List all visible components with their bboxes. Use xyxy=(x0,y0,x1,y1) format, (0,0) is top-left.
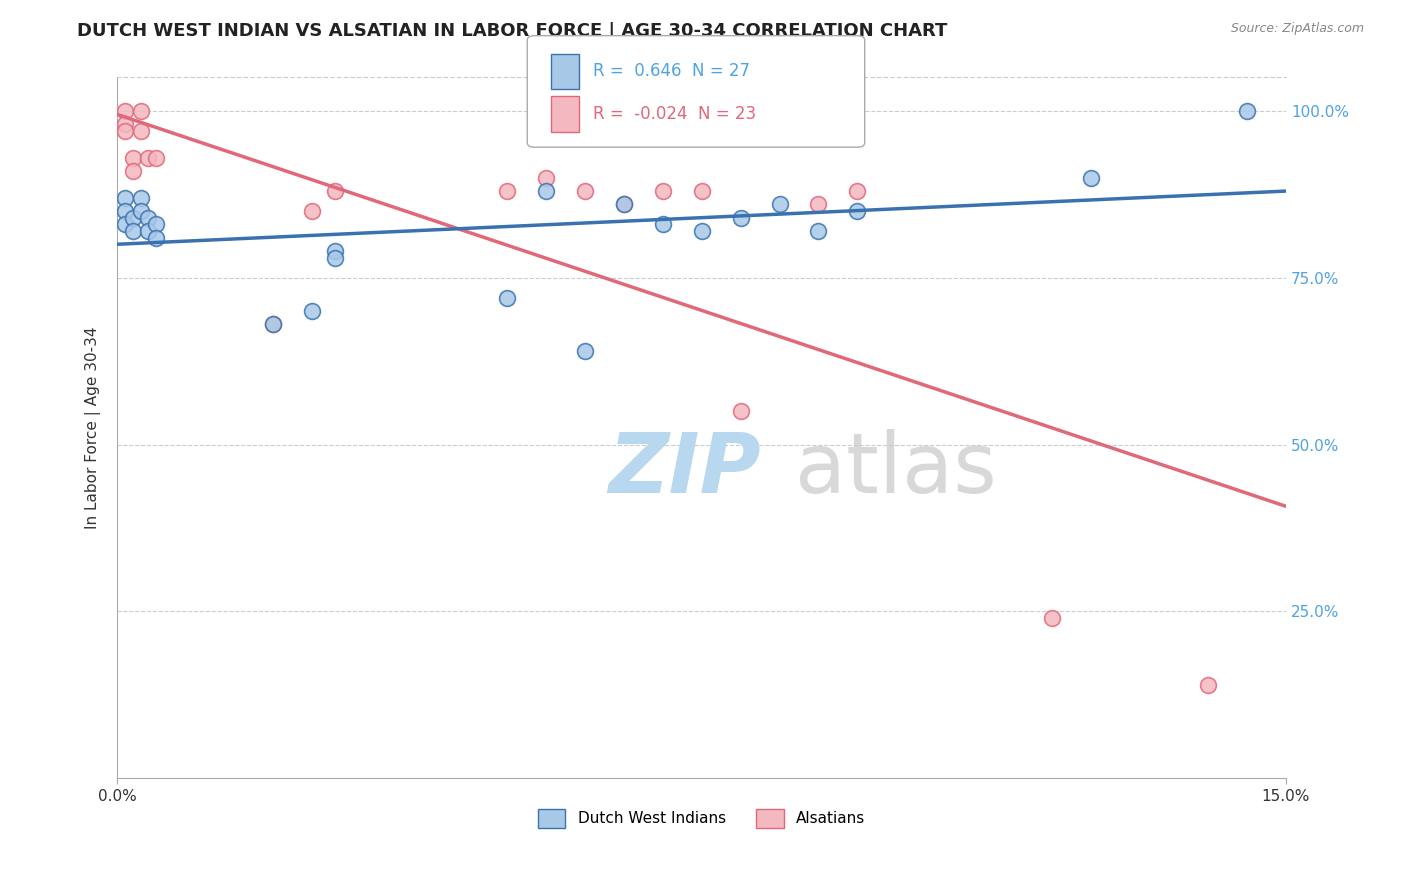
Point xyxy=(145,151,167,165)
Point xyxy=(114,190,136,204)
Point xyxy=(138,211,160,225)
Point xyxy=(651,184,673,198)
Point xyxy=(807,224,830,238)
Text: DUTCH WEST INDIAN VS ALSATIAN IN LABOR FORCE | AGE 30-34 CORRELATION CHART: DUTCH WEST INDIAN VS ALSATIAN IN LABOR F… xyxy=(77,22,948,40)
Point xyxy=(114,203,136,218)
Point xyxy=(1080,170,1102,185)
Point xyxy=(768,197,790,211)
Point xyxy=(301,304,323,318)
Point xyxy=(846,184,869,198)
Point xyxy=(495,184,517,198)
Point xyxy=(121,224,143,238)
Point xyxy=(1040,611,1063,625)
Point xyxy=(114,103,136,118)
Text: atlas: atlas xyxy=(796,429,997,510)
Point xyxy=(138,224,160,238)
Point xyxy=(534,184,557,198)
Point xyxy=(325,184,347,198)
Point xyxy=(574,344,596,359)
Point xyxy=(495,291,517,305)
Text: R =  0.646  N = 27: R = 0.646 N = 27 xyxy=(593,62,751,80)
Point xyxy=(613,197,636,211)
Point xyxy=(534,170,557,185)
Point xyxy=(129,103,152,118)
Point xyxy=(325,244,347,258)
Point xyxy=(690,184,713,198)
Point xyxy=(613,197,636,211)
Point xyxy=(807,197,830,211)
Point xyxy=(114,117,136,131)
Legend: Dutch West Indians, Alsatians: Dutch West Indians, Alsatians xyxy=(531,803,872,834)
Point xyxy=(129,203,152,218)
Point xyxy=(129,124,152,138)
Point xyxy=(114,217,136,231)
Point xyxy=(145,217,167,231)
Point xyxy=(262,318,284,332)
Point xyxy=(121,211,143,225)
Point xyxy=(262,318,284,332)
Point xyxy=(301,203,323,218)
Y-axis label: In Labor Force | Age 30-34: In Labor Force | Age 30-34 xyxy=(86,326,101,529)
Point xyxy=(574,184,596,198)
Text: Source: ZipAtlas.com: Source: ZipAtlas.com xyxy=(1230,22,1364,36)
Point xyxy=(129,190,152,204)
Point xyxy=(730,404,752,418)
Point xyxy=(1236,103,1258,118)
Text: ZIP: ZIP xyxy=(609,429,761,510)
Text: R =  -0.024  N = 23: R = -0.024 N = 23 xyxy=(593,105,756,123)
Point xyxy=(138,151,160,165)
Point xyxy=(730,211,752,225)
Point xyxy=(651,217,673,231)
Point xyxy=(145,230,167,244)
Point xyxy=(846,203,869,218)
Point xyxy=(121,164,143,178)
Point xyxy=(1197,678,1219,692)
Point xyxy=(690,224,713,238)
Point xyxy=(114,124,136,138)
Point xyxy=(325,251,347,265)
Point xyxy=(121,151,143,165)
